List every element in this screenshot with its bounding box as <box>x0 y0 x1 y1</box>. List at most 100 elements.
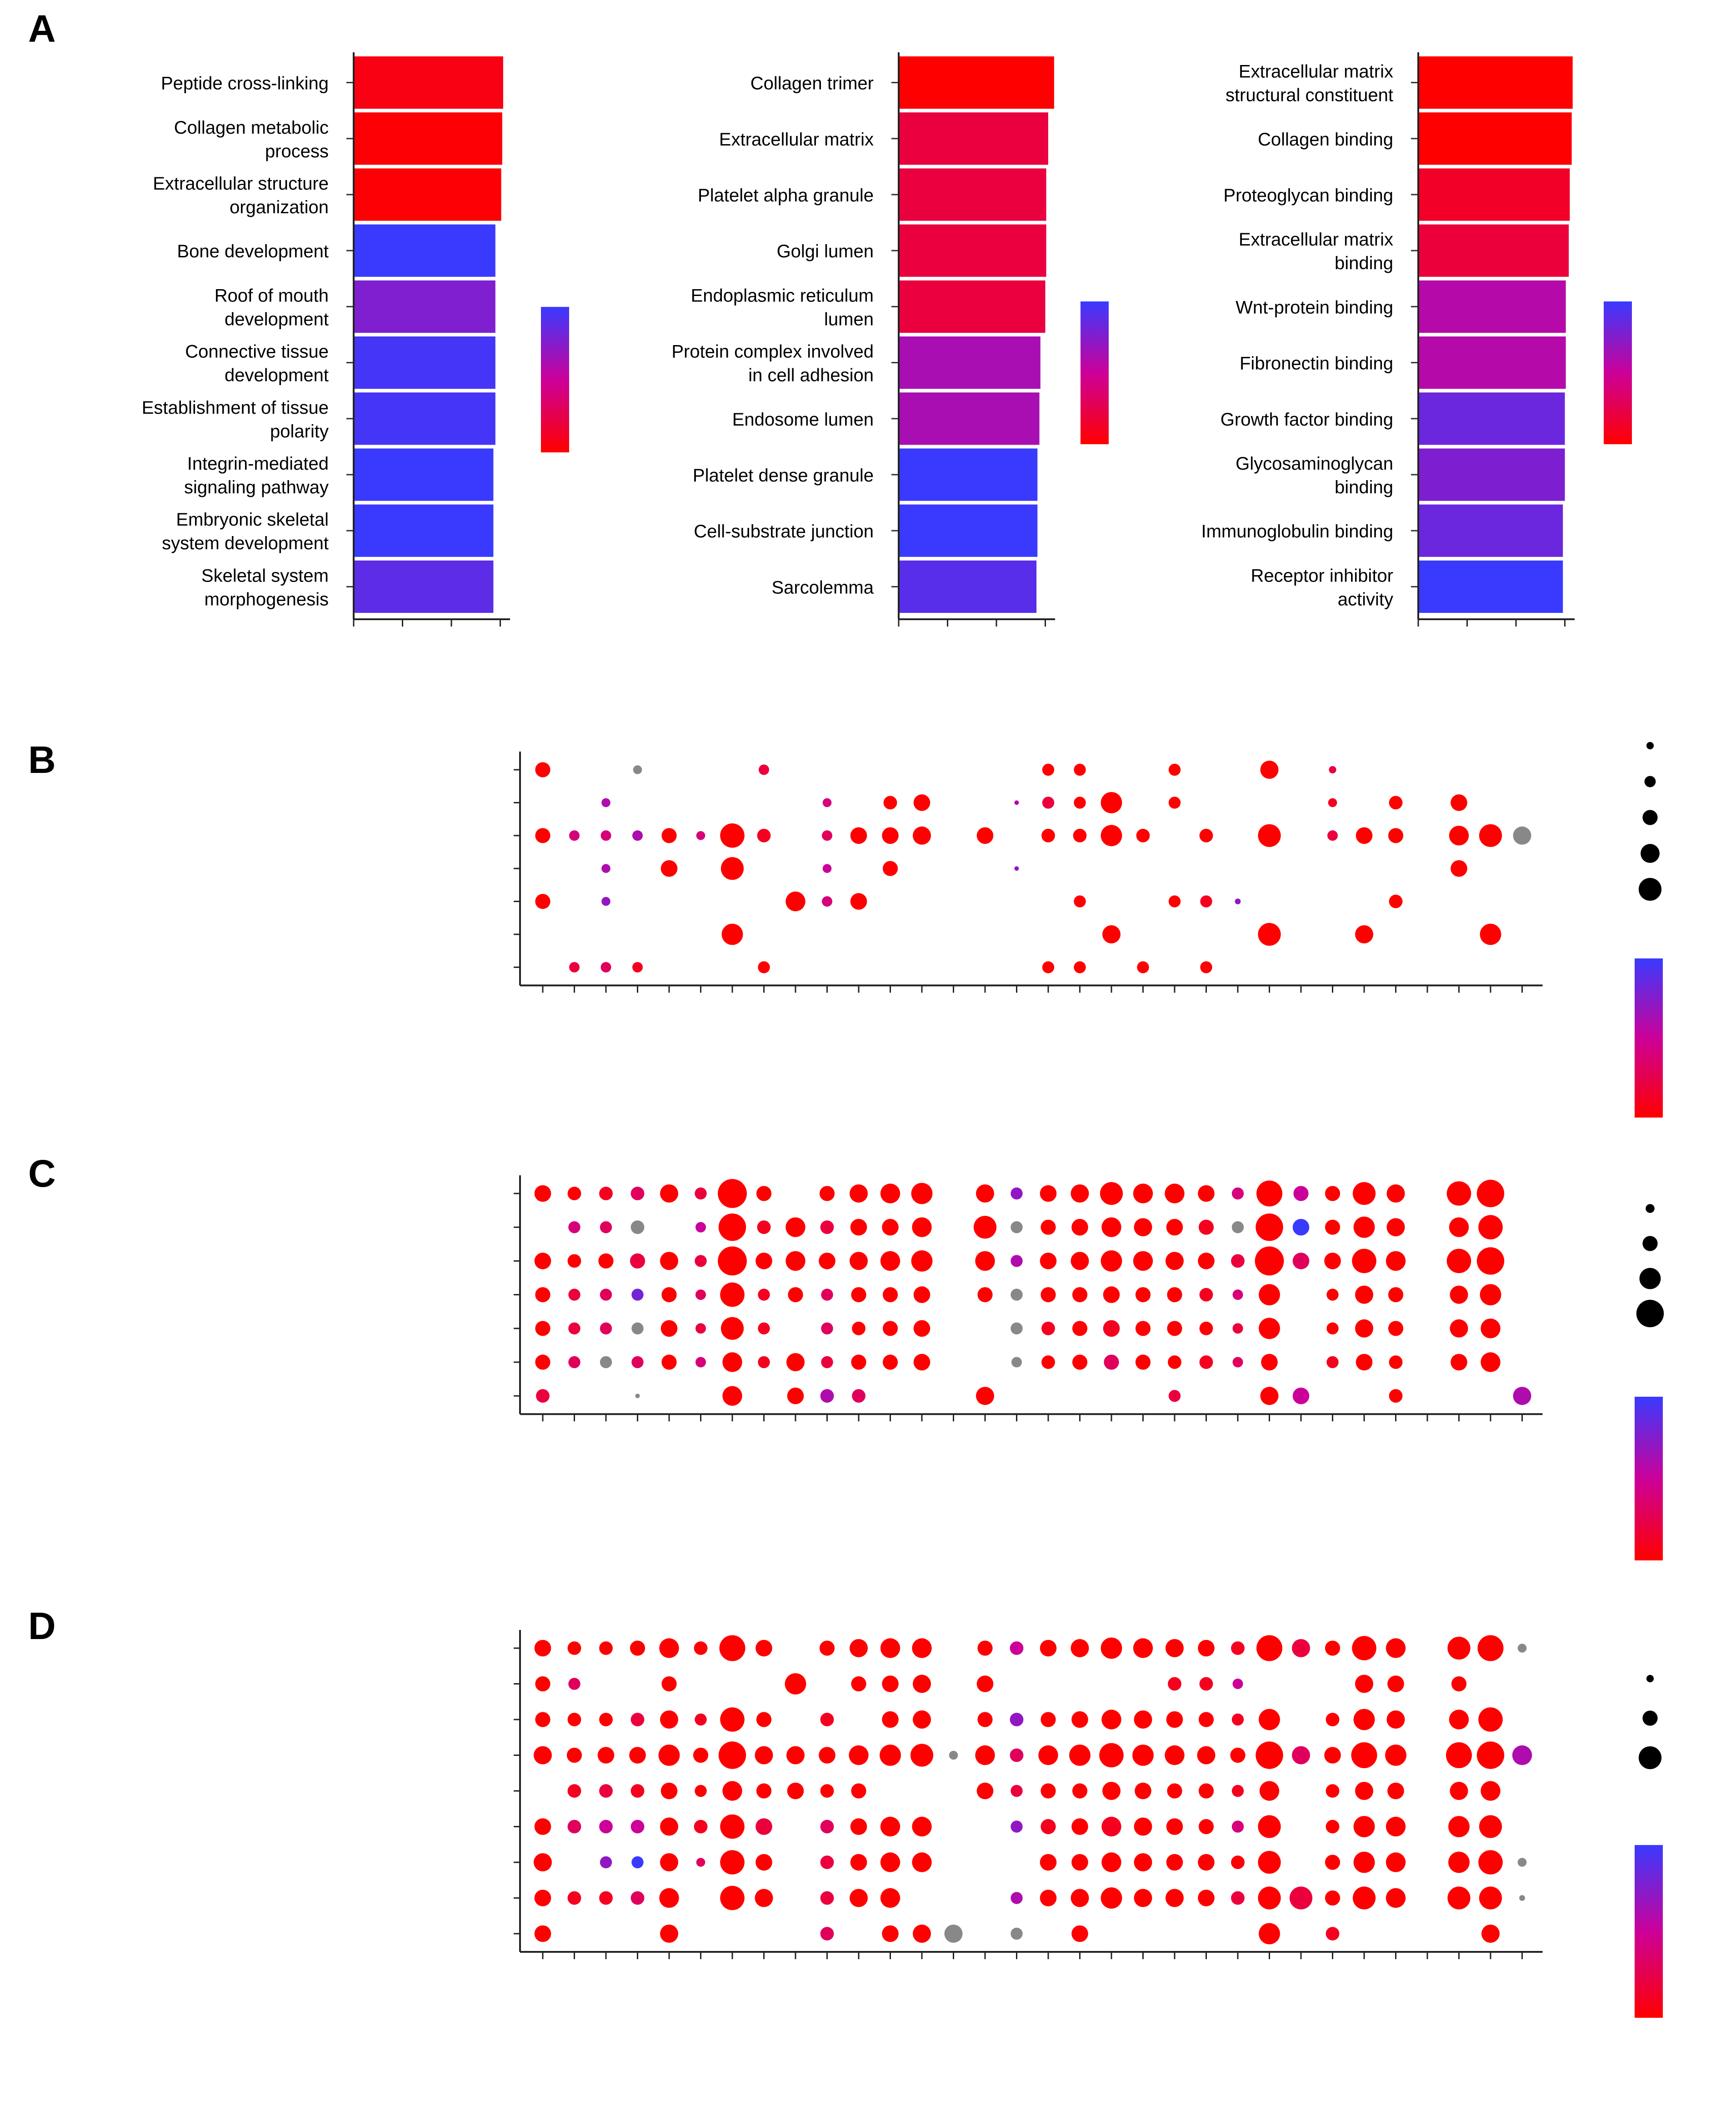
dot-point <box>880 1888 901 1908</box>
dot-point <box>977 1640 993 1656</box>
dot-point <box>1136 828 1150 842</box>
dot-point <box>1231 1820 1244 1833</box>
bar <box>899 168 1046 221</box>
dot-point <box>1011 1927 1023 1940</box>
dot-point <box>568 1678 580 1690</box>
dot-point <box>1326 1322 1339 1334</box>
dot-point <box>1388 828 1404 843</box>
size-legend-dot <box>1641 844 1660 863</box>
dot-point <box>785 1251 805 1271</box>
bar <box>354 560 494 613</box>
dot-point <box>1103 1320 1120 1337</box>
dot-point <box>695 1713 707 1726</box>
dot-point <box>534 1640 551 1657</box>
dot-point <box>1385 1745 1406 1766</box>
dot-point <box>850 893 867 910</box>
dot-point <box>1388 1287 1404 1303</box>
dot-point <box>719 1635 745 1661</box>
dot-point <box>1200 895 1212 908</box>
dot-point <box>1041 1712 1056 1727</box>
dot-point <box>630 1220 645 1234</box>
dot-point <box>1446 1249 1471 1274</box>
dot-point <box>1010 1713 1024 1726</box>
size-legend-dot <box>1646 1675 1654 1683</box>
dot-point <box>1071 1925 1088 1942</box>
dot-point <box>1011 1289 1023 1301</box>
dot-point <box>720 1282 745 1307</box>
category-label: Establishment of tissue <box>142 398 329 418</box>
dot-point <box>850 1889 868 1907</box>
dot-point <box>1477 1635 1504 1661</box>
dot-point <box>1258 1886 1281 1910</box>
dot-point <box>718 1246 747 1276</box>
dot-point <box>1232 1323 1243 1334</box>
dot-point <box>755 1640 772 1657</box>
dot-point <box>1071 1854 1088 1871</box>
dot-point <box>1041 1321 1055 1335</box>
dot-point <box>1041 1355 1055 1369</box>
dot-point <box>1072 1321 1088 1336</box>
dot-point <box>944 1925 963 1943</box>
size-legend-dot <box>1646 742 1654 750</box>
dot-point <box>567 1713 581 1726</box>
dot-point <box>694 1820 708 1834</box>
dot-point <box>695 1289 706 1300</box>
dot-point <box>756 1186 772 1201</box>
dot-point <box>659 1638 679 1658</box>
size-legend-dot <box>1642 1236 1658 1251</box>
dot-point <box>1199 1321 1213 1335</box>
dot-point <box>976 1782 994 1800</box>
dot-point <box>1071 1218 1088 1236</box>
dot-point <box>913 1925 931 1943</box>
category-label: Fibronectin binding <box>1240 354 1393 374</box>
dot-point <box>694 1641 708 1655</box>
size-legend-dot <box>1644 776 1656 787</box>
dot-point <box>1480 923 1501 945</box>
dot-point <box>1134 1218 1152 1237</box>
dot-point <box>850 1639 868 1657</box>
dot-point <box>1134 1853 1152 1871</box>
dot-point <box>880 1852 901 1872</box>
dot-point <box>1072 1287 1088 1303</box>
dot-point <box>850 1184 868 1203</box>
dot-point <box>630 1253 645 1269</box>
dot-point <box>695 1255 707 1267</box>
dot-point <box>1353 1216 1375 1238</box>
dot-point <box>1042 961 1055 973</box>
dot-point <box>1481 1319 1501 1339</box>
dot-point <box>1258 1850 1281 1874</box>
dot-point <box>1355 1782 1373 1800</box>
dot-point <box>1231 1641 1245 1655</box>
dot-point <box>913 1286 931 1303</box>
dot-point <box>882 1711 899 1728</box>
category-label: Platelet alpha granule <box>698 186 874 206</box>
dot-point <box>1519 1895 1525 1901</box>
dot-point <box>820 1220 834 1234</box>
dot-point <box>1135 1321 1151 1336</box>
dot-point <box>1389 1355 1403 1369</box>
dot-point <box>1325 1640 1341 1656</box>
dot-point <box>822 896 832 907</box>
dot-point <box>534 1185 551 1202</box>
dot-point <box>1517 1858 1527 1867</box>
panel-label-d: D <box>28 1605 56 1647</box>
bar <box>1418 112 1572 165</box>
dot-point <box>1450 1782 1468 1800</box>
dot-point <box>1325 1855 1341 1870</box>
dot-point <box>819 1186 835 1201</box>
dot-point <box>600 1356 612 1369</box>
dot-point <box>910 1744 934 1767</box>
dot-point <box>1512 1745 1532 1765</box>
category-label: system development <box>162 533 329 553</box>
dot-point <box>1101 1710 1121 1730</box>
dot-point <box>1231 1855 1245 1869</box>
bar <box>1418 560 1563 613</box>
bar <box>899 504 1038 557</box>
dot-point <box>567 1820 581 1834</box>
dot-point <box>1133 1251 1153 1271</box>
bar <box>354 224 495 277</box>
dot-point <box>758 1356 770 1369</box>
dot-point <box>631 1356 644 1369</box>
dot-point <box>1481 1925 1500 1943</box>
dot-point <box>1133 1183 1153 1203</box>
